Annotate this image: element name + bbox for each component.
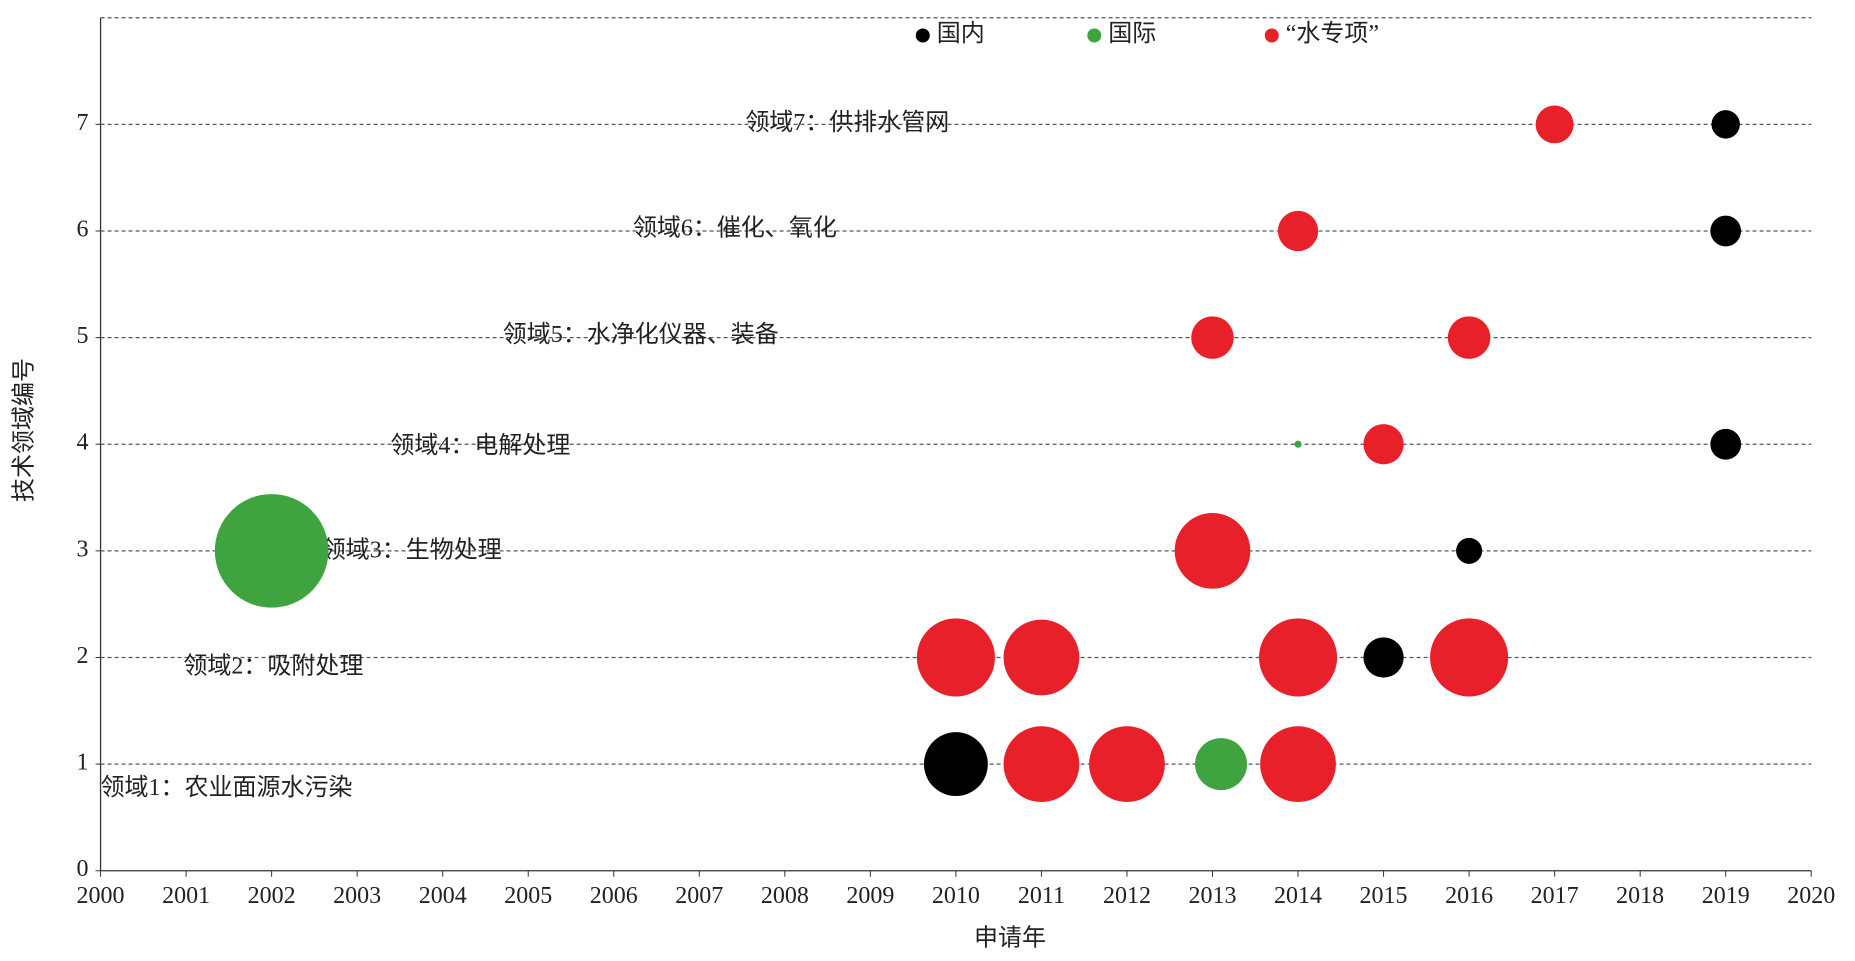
x-tick-label: 2016 <box>1445 883 1493 909</box>
x-tick-label: 2007 <box>675 883 723 909</box>
x-tick-label: 2020 <box>1787 883 1835 909</box>
field-label: 领域1：农业面源水污染 <box>101 774 353 801</box>
x-tick-label: 2017 <box>1531 883 1579 909</box>
bubble <box>1456 537 1483 564</box>
bubble <box>1710 215 1742 247</box>
field-label: 领域2：吸附处理 <box>183 653 363 680</box>
y-tick-label: 7 <box>77 110 89 136</box>
x-tick-label: 2003 <box>333 883 381 909</box>
x-tick-label: 2008 <box>761 883 809 909</box>
x-tick-label: 2002 <box>248 883 296 909</box>
x-tick-label: 2004 <box>419 883 467 909</box>
x-tick-label: 2001 <box>162 883 210 909</box>
x-axis-label: 申请年 <box>974 925 1046 952</box>
x-tick-label: 2013 <box>1188 883 1236 909</box>
x-tick-label: 2014 <box>1274 883 1322 909</box>
legend-label: “水专项” <box>1286 20 1379 47</box>
y-tick-label: 6 <box>77 216 89 242</box>
bubble <box>1260 726 1336 802</box>
field-label: 领域6：催化、氧化 <box>633 214 837 241</box>
bubble <box>1535 105 1574 144</box>
x-tick-label: 2006 <box>590 883 638 909</box>
legend-label: 国际 <box>1108 21 1156 47</box>
y-axis-label: 技术领域编号 <box>11 358 38 502</box>
y-tick-label: 3 <box>77 536 89 562</box>
x-tick-label: 2010 <box>932 883 980 909</box>
y-tick-label: 1 <box>77 750 89 776</box>
bubble <box>1363 424 1404 465</box>
bubble <box>1195 738 1248 791</box>
x-tick-label: 2015 <box>1360 883 1408 909</box>
bubble <box>1089 726 1165 802</box>
bubble <box>1277 210 1319 252</box>
field-label: 领域4：电解处理 <box>390 432 570 459</box>
legend-label: 国内 <box>937 20 985 47</box>
bubble <box>1003 619 1080 696</box>
x-tick-label: 2012 <box>1103 883 1151 909</box>
y-tick-label: 2 <box>77 643 89 669</box>
bubble <box>214 494 329 608</box>
field-label: 领域5：水净化仪器、装备 <box>503 321 779 348</box>
bubble <box>1191 316 1234 359</box>
y-tick-label: 4 <box>77 430 89 456</box>
field-label: 领域7：供排水管网 <box>745 109 949 136</box>
legend-marker <box>1087 28 1102 43</box>
bubble <box>1711 110 1740 139</box>
x-tick-label: 2011 <box>1018 883 1065 909</box>
bubble <box>1258 618 1338 697</box>
x-tick-label: 2005 <box>504 883 552 909</box>
bubble <box>916 618 995 697</box>
bubble <box>923 732 988 797</box>
legend-marker <box>915 28 930 43</box>
y-tick-label: 0 <box>77 856 89 882</box>
bubble <box>1430 618 1509 697</box>
legend-marker <box>1264 28 1279 43</box>
bubble <box>1003 726 1080 802</box>
bubble <box>1294 440 1302 448</box>
bubble <box>1447 316 1491 359</box>
x-tick-label: 2019 <box>1702 883 1750 909</box>
field-label: 领域3：生物处理 <box>322 536 502 563</box>
bubble <box>1710 428 1742 460</box>
x-tick-label: 2009 <box>846 883 894 909</box>
bubble <box>1174 512 1251 589</box>
x-tick-label: 2018 <box>1616 883 1664 909</box>
bubble <box>1363 637 1404 678</box>
y-tick-label: 5 <box>77 323 89 349</box>
x-tick-label: 2000 <box>77 883 125 909</box>
